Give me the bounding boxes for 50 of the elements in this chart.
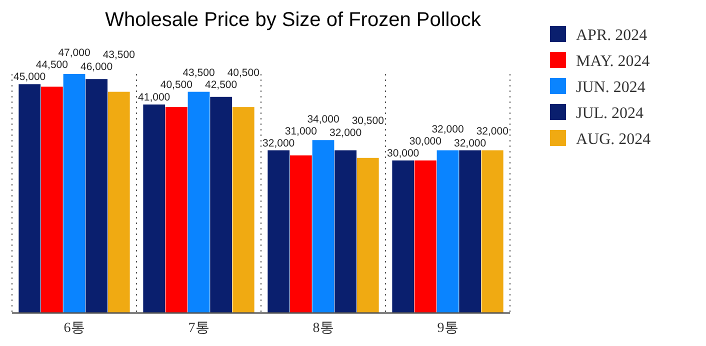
bar: [18, 84, 41, 313]
data-label: 32,000: [432, 123, 464, 136]
bar: [232, 107, 254, 313]
bar: [63, 74, 86, 313]
data-label: 45,000: [14, 71, 46, 84]
data-label: 34,000: [307, 113, 340, 126]
bar: [312, 140, 334, 313]
data-label: 32,000: [330, 127, 362, 140]
bar: [414, 160, 436, 313]
x-tick-label: 7통: [188, 321, 210, 336]
data-label: 44,500: [36, 59, 68, 72]
legend-label: APR. 2024: [576, 27, 648, 44]
x-tick-label: 9통: [437, 321, 458, 336]
bar: [356, 158, 379, 313]
bar: [108, 92, 130, 313]
data-label: 40,500: [160, 78, 193, 91]
legend-label: AUG. 2024: [576, 131, 651, 148]
data-label: 40,500: [227, 66, 260, 79]
bar: [459, 150, 482, 313]
x-tick-label: 8통: [312, 321, 334, 336]
bar: [143, 104, 166, 313]
data-label: 42,500: [205, 78, 238, 91]
bar: [40, 86, 63, 313]
bar: [268, 150, 290, 313]
x-tick-label: 6통: [64, 321, 85, 336]
data-label: 47,000: [58, 47, 90, 60]
legend-label: JUL. 2024: [576, 105, 644, 122]
bar: [392, 160, 414, 313]
data-label: 46,000: [80, 61, 113, 73]
bar: [436, 150, 459, 313]
data-label: 31,000: [284, 125, 318, 138]
bar: [86, 79, 108, 313]
data-label: 32,000: [476, 125, 509, 138]
data-label: 30,500: [352, 115, 384, 128]
data-label: 41,000: [138, 92, 170, 104]
data-label: 30,000: [387, 147, 420, 160]
legend-label: MAY. 2024: [576, 53, 650, 70]
data-label: 32,000: [454, 137, 486, 150]
bar: [165, 107, 188, 313]
data-label: 30,000: [409, 135, 442, 148]
legend-label: JUN. 2024: [576, 79, 646, 96]
chart-title: Wholesale Price by Size of Frozen Pollock: [105, 9, 482, 31]
bar: [334, 150, 357, 313]
bar: [481, 150, 504, 313]
data-label: 32,000: [262, 137, 295, 150]
data-label: 43,500: [182, 66, 215, 79]
bar: [290, 155, 312, 313]
bar: [188, 92, 210, 313]
data-label: 43,500: [102, 49, 136, 61]
bar: [210, 96, 232, 313]
